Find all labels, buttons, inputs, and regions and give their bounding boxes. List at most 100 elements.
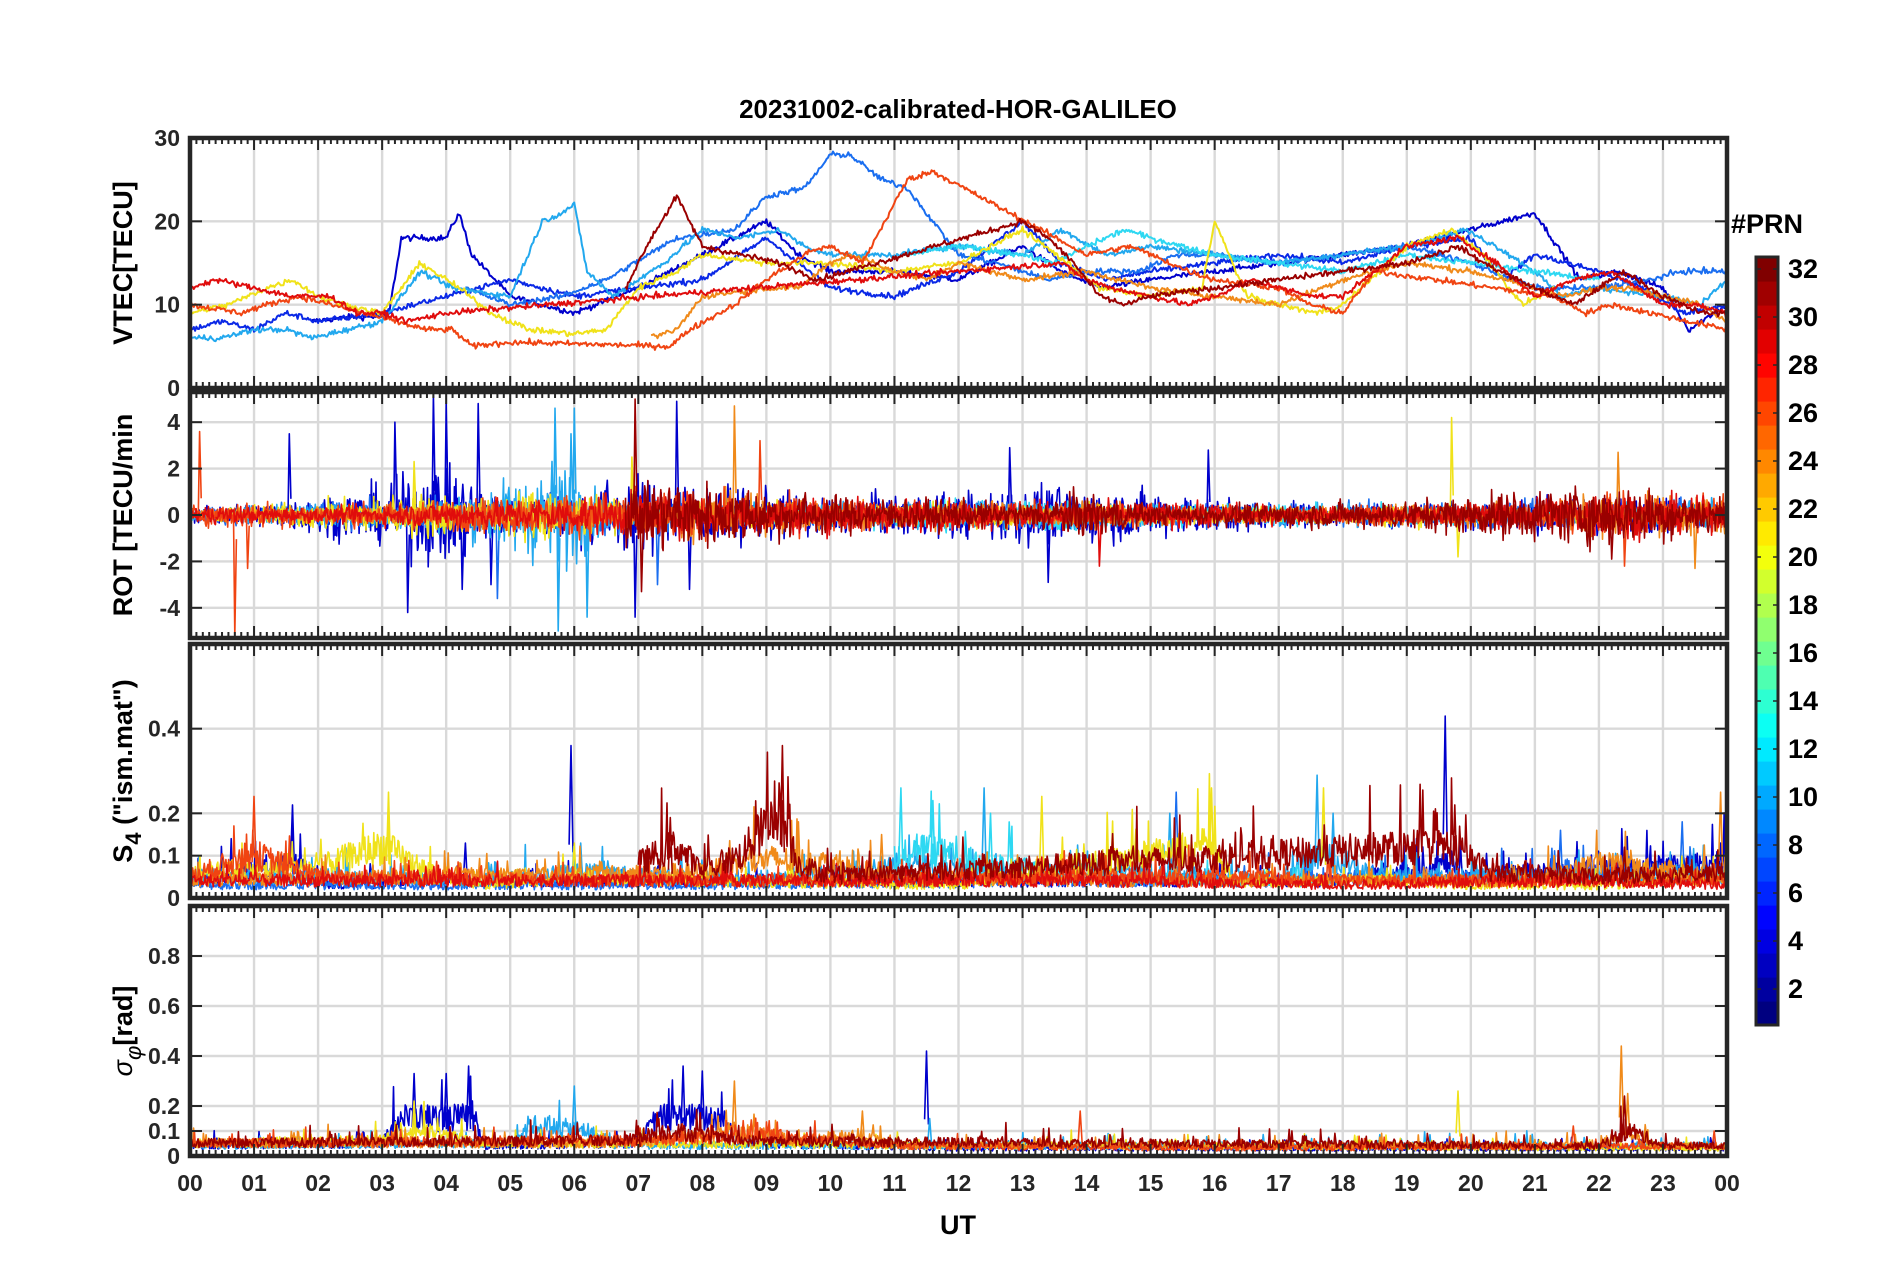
series-line-prn-29 [190,234,1727,325]
x-ticks [189,138,1728,388]
colorbar-tick-label: 6 [1788,878,1803,908]
colorbar-segment [1756,1001,1778,1026]
x-tick-label: 01 [241,1170,267,1196]
x-tick-label: 03 [369,1170,395,1196]
y-tick-label: 0.4 [148,716,180,742]
y-tick-label: 2 [167,456,180,482]
colorbar-tick-label: 30 [1788,302,1818,332]
colorbar-frame [1754,255,1780,1027]
colorbar-segment [1756,857,1778,882]
colorbar-segment [1756,377,1778,402]
x-tick-label: 15 [1138,1170,1164,1196]
colorbar-tick-label: 8 [1788,830,1803,860]
x-tick-label: 13 [1010,1170,1036,1196]
series-line-prn-12 [906,228,1600,281]
colorbar-title: #PRN [1731,209,1803,239]
colorbar-segment [1756,665,1778,690]
colorbar-tick-label: 12 [1788,734,1818,764]
colorbar-segment [1756,425,1778,450]
colorbar-segment [1756,785,1778,810]
y-tick-label: 20 [154,208,180,234]
x-tick-label: 06 [561,1170,587,1196]
colorbar-segment [1756,281,1778,306]
y-tick-label: 0.2 [148,800,180,826]
panel-s4: 0 0.1 0.2 0.4S4 ("ism.mat") [108,641,1730,911]
colorbar-segment [1756,929,1778,954]
x-tick-label: 10 [818,1170,844,1196]
y-tick-label: 0 [167,1143,180,1169]
x-tick-label: 19 [1394,1170,1420,1196]
x-tick-label: 22 [1586,1170,1612,1196]
chart-title: 20231002-calibrated-HOR-GALILEO [739,94,1177,124]
y-axis-label: ROT [TECU/min [108,414,138,617]
colorbar-tick-label: 24 [1788,446,1818,476]
x-tick-label: 00 [177,1170,203,1196]
colorbar-segment [1756,545,1778,570]
y-tick-label: -4 [160,595,181,621]
colorbar-segment [1756,569,1778,594]
colorbar-segment [1756,641,1778,666]
x-tick-label: 12 [946,1170,972,1196]
x-tick-label: 16 [1202,1170,1228,1196]
y-tick-label: -2 [160,548,180,574]
x-tick-label: 14 [1074,1170,1100,1196]
y-tick-label: 10 [154,292,180,318]
x-tick-label: 20 [1458,1170,1484,1196]
y-tick-label: 4 [167,409,180,435]
y-tick-label: 0 [167,885,180,911]
x-ticks [189,906,1728,1156]
x-tick-label: 21 [1522,1170,1548,1196]
colorbar-segment [1756,617,1778,642]
colorbar-segment [1756,449,1778,474]
panel-vtec: 0 10 20 30 VTEC[TECU] [108,125,1730,401]
colorbar-segment [1756,473,1778,498]
series-group [190,715,1727,891]
gridlines [190,906,1727,1156]
colorbar-tick-label: 16 [1788,638,1818,668]
y-tick-label: 30 [154,125,180,151]
series-line-prn-31 [637,744,1727,885]
colorbar-tick-label: 4 [1788,926,1803,956]
x-tick-label: 04 [433,1170,459,1196]
colorbar-tick-label: 32 [1788,254,1818,284]
x-tick-label: 09 [754,1170,780,1196]
colorbar-segment [1756,761,1778,786]
y-tick-label: 0.8 [148,943,180,969]
y-tick-label: 0.2 [148,1093,180,1119]
y-ticks: 00.10.2 0.4 0.6 0.8 [148,943,1727,1169]
x-axis-label: UT [940,1210,976,1240]
colorbar-segment [1756,257,1778,282]
colorbar-segment [1756,689,1778,714]
colorbar-segment [1756,497,1778,522]
colorbar-segment [1756,905,1778,930]
x-tick-label: 17 [1266,1170,1292,1196]
colorbar-segment [1756,305,1778,330]
colorbar-segment [1756,353,1778,378]
x-tick-label: 05 [497,1170,523,1196]
colorbar-segment [1756,593,1778,618]
x-tick-label: 00 [1714,1170,1740,1196]
colorbar-segment [1756,881,1778,906]
colorbar-segment [1756,833,1778,858]
y-tick-label: 0.6 [148,993,180,1019]
x-ticks [189,392,1728,638]
y-tick-label: 0.1 [148,1118,180,1144]
y-axis-label: VTEC[TECU] [108,181,138,345]
colorbar-tick-label: 18 [1788,590,1818,620]
y-ticks: -4 -2 0 2 4 [160,409,1727,621]
y-ticks: 0 0.1 0.2 0.4 [148,716,1727,911]
colorbar-tick-label: 14 [1788,686,1818,716]
colorbar-segment [1756,401,1778,426]
x-tick-label: 02 [305,1170,331,1196]
colorbar-segment [1756,977,1778,1002]
series-line-prn-31 [624,398,1727,593]
y-tick-label: 0 [167,502,180,528]
y-tick-label: 0 [167,375,180,401]
colorbar-segment [1756,953,1778,978]
x-tick-label: 18 [1330,1170,1356,1196]
y-tick-label: 0.1 [148,843,180,869]
colorbar-segment [1756,329,1778,354]
y-axis-label: σφ[rad] [108,986,146,1077]
colorbar-segment [1756,713,1778,738]
